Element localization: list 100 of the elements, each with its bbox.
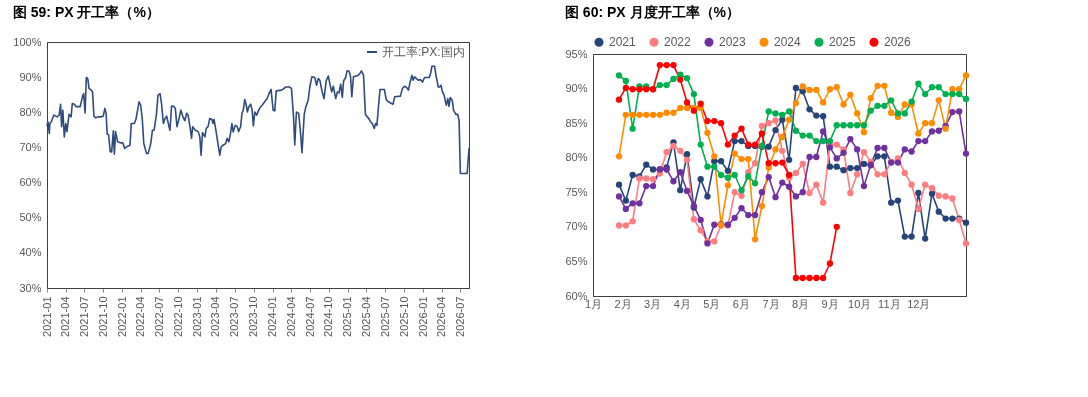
point bbox=[745, 211, 752, 219]
point bbox=[806, 274, 813, 282]
point bbox=[949, 195, 956, 202]
point bbox=[731, 171, 738, 179]
point bbox=[867, 107, 874, 114]
point bbox=[908, 233, 915, 240]
point bbox=[738, 205, 745, 212]
point bbox=[629, 171, 636, 179]
point bbox=[860, 128, 868, 136]
point bbox=[643, 175, 650, 182]
x-tick-label: 2025-07 bbox=[378, 296, 391, 337]
point bbox=[853, 122, 861, 129]
x-tick-label: 2021-10 bbox=[96, 296, 109, 337]
point bbox=[765, 143, 772, 150]
x-tick-label: 2022-01 bbox=[115, 296, 128, 337]
point bbox=[622, 84, 629, 92]
point bbox=[962, 95, 970, 103]
point bbox=[935, 192, 942, 199]
point bbox=[643, 161, 650, 168]
point bbox=[663, 61, 670, 69]
point bbox=[860, 149, 868, 156]
point bbox=[717, 171, 725, 179]
point bbox=[874, 144, 881, 152]
point bbox=[935, 84, 942, 91]
point bbox=[772, 160, 779, 167]
legend-label: 2026 bbox=[884, 35, 912, 50]
point bbox=[738, 187, 745, 194]
point bbox=[697, 141, 704, 148]
x-tick-label: 2023-07 bbox=[228, 296, 241, 337]
point bbox=[928, 119, 936, 127]
point bbox=[833, 223, 840, 231]
point bbox=[772, 146, 779, 153]
point bbox=[677, 169, 684, 176]
point bbox=[683, 156, 691, 163]
point bbox=[813, 86, 820, 94]
point bbox=[819, 199, 827, 206]
point bbox=[819, 137, 827, 145]
point bbox=[751, 160, 759, 167]
point bbox=[779, 179, 786, 186]
point bbox=[629, 111, 636, 118]
point bbox=[840, 149, 847, 157]
x-tick-label: 9月 bbox=[821, 297, 839, 310]
point bbox=[792, 84, 800, 92]
point bbox=[806, 86, 813, 94]
point bbox=[615, 96, 623, 103]
point bbox=[677, 147, 684, 154]
point bbox=[799, 132, 806, 139]
x-tick-label: 2024-04 bbox=[284, 296, 297, 337]
point bbox=[724, 174, 732, 181]
x-tick-label: 2026-01 bbox=[416, 296, 429, 337]
legend-label: 2021 bbox=[609, 35, 637, 50]
point bbox=[704, 117, 711, 125]
point bbox=[779, 133, 786, 141]
x-tick-label: 2023-10 bbox=[247, 296, 260, 337]
point bbox=[833, 141, 840, 148]
point bbox=[704, 129, 711, 136]
point bbox=[656, 81, 664, 89]
point bbox=[711, 153, 718, 160]
point bbox=[765, 160, 772, 167]
point bbox=[928, 190, 936, 197]
point bbox=[615, 72, 623, 79]
point bbox=[962, 219, 970, 226]
y-tick-label: 70% bbox=[19, 140, 42, 153]
point bbox=[874, 171, 881, 178]
y-tick-label: 90% bbox=[565, 82, 588, 95]
point bbox=[888, 199, 895, 206]
point bbox=[799, 189, 806, 196]
point bbox=[915, 80, 922, 87]
point bbox=[670, 178, 677, 185]
point bbox=[731, 137, 738, 145]
y-tick-label: 80% bbox=[565, 151, 588, 164]
point bbox=[779, 159, 786, 166]
point bbox=[683, 187, 691, 195]
point bbox=[738, 192, 745, 199]
point bbox=[711, 117, 718, 125]
point bbox=[874, 82, 881, 89]
legend-label: 2022 bbox=[664, 35, 692, 50]
point bbox=[792, 193, 800, 200]
x-tick-label: 2022-10 bbox=[171, 296, 184, 337]
point bbox=[806, 106, 813, 113]
x-tick-label: 2024-10 bbox=[322, 296, 335, 337]
point bbox=[799, 274, 806, 282]
point bbox=[792, 127, 800, 134]
y-tick-label: 85% bbox=[565, 116, 588, 129]
point bbox=[697, 216, 704, 224]
point bbox=[656, 61, 664, 69]
point bbox=[922, 119, 929, 127]
point bbox=[799, 83, 806, 90]
x-tick-label: 2023-01 bbox=[190, 296, 203, 337]
point bbox=[683, 151, 691, 158]
legend-label: 开工率:PX:国内 bbox=[382, 45, 465, 59]
y-tick-label: 65% bbox=[565, 254, 588, 267]
point bbox=[615, 181, 623, 188]
x-tick-label: 2025-10 bbox=[397, 296, 410, 337]
point bbox=[819, 128, 827, 135]
point bbox=[813, 137, 820, 145]
point bbox=[908, 148, 915, 155]
point bbox=[949, 215, 956, 222]
point bbox=[656, 111, 664, 118]
point bbox=[881, 144, 888, 152]
